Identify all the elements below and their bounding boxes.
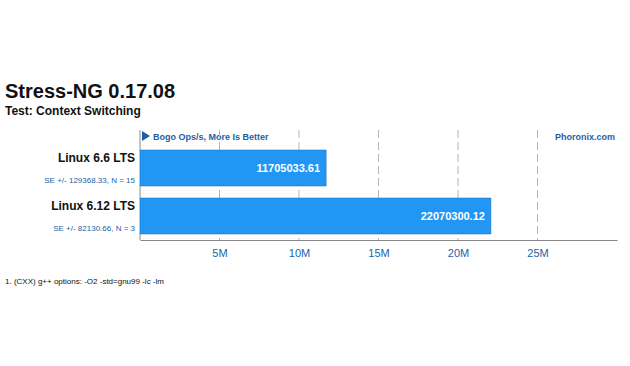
label-marker <box>142 131 150 141</box>
footnote: 1. (CXX) g++ options: -O2 -std=gnu99 -lc… <box>5 277 164 286</box>
tick: 5M <box>212 240 227 259</box>
tick: 25M <box>527 240 548 259</box>
tick: 15M <box>368 240 389 259</box>
category-label: Linux 6.12 LTS <box>51 199 135 213</box>
tick: 20M <box>448 240 469 259</box>
data-label: 22070300.12 <box>421 210 485 222</box>
tick-label: 25M <box>527 247 548 259</box>
tick-label: 15M <box>368 247 389 259</box>
bar <box>140 198 491 234</box>
tick: 10M <box>289 240 310 259</box>
bar <box>140 150 326 186</box>
bars <box>140 150 491 234</box>
x-label: Bogo Ops/s, More Is Better <box>153 132 269 142</box>
data-label: 11705033.61 <box>256 162 320 174</box>
chart: Stress-NG 0.17.08 Test: Context Switching… <box>0 0 630 366</box>
grid-line <box>537 130 538 240</box>
tick-label: 20M <box>448 247 469 259</box>
tick-label: 10M <box>289 247 310 259</box>
subtitle: Test: Context Switching <box>5 104 141 118</box>
annotation: SE +/- 82130.66, N = 3 <box>53 224 135 233</box>
title: Stress-NG 0.17.08 <box>5 80 175 102</box>
x-axis: 5M 10M 15M 20M 25M <box>141 240 618 259</box>
category-label: Linux 6.6 LTS <box>58 151 135 165</box>
tick-label: 5M <box>212 247 227 259</box>
source: Phoronix.com <box>555 132 615 142</box>
annotation: SE +/- 129368.33, N = 15 <box>44 176 135 185</box>
axis-line <box>141 240 618 241</box>
